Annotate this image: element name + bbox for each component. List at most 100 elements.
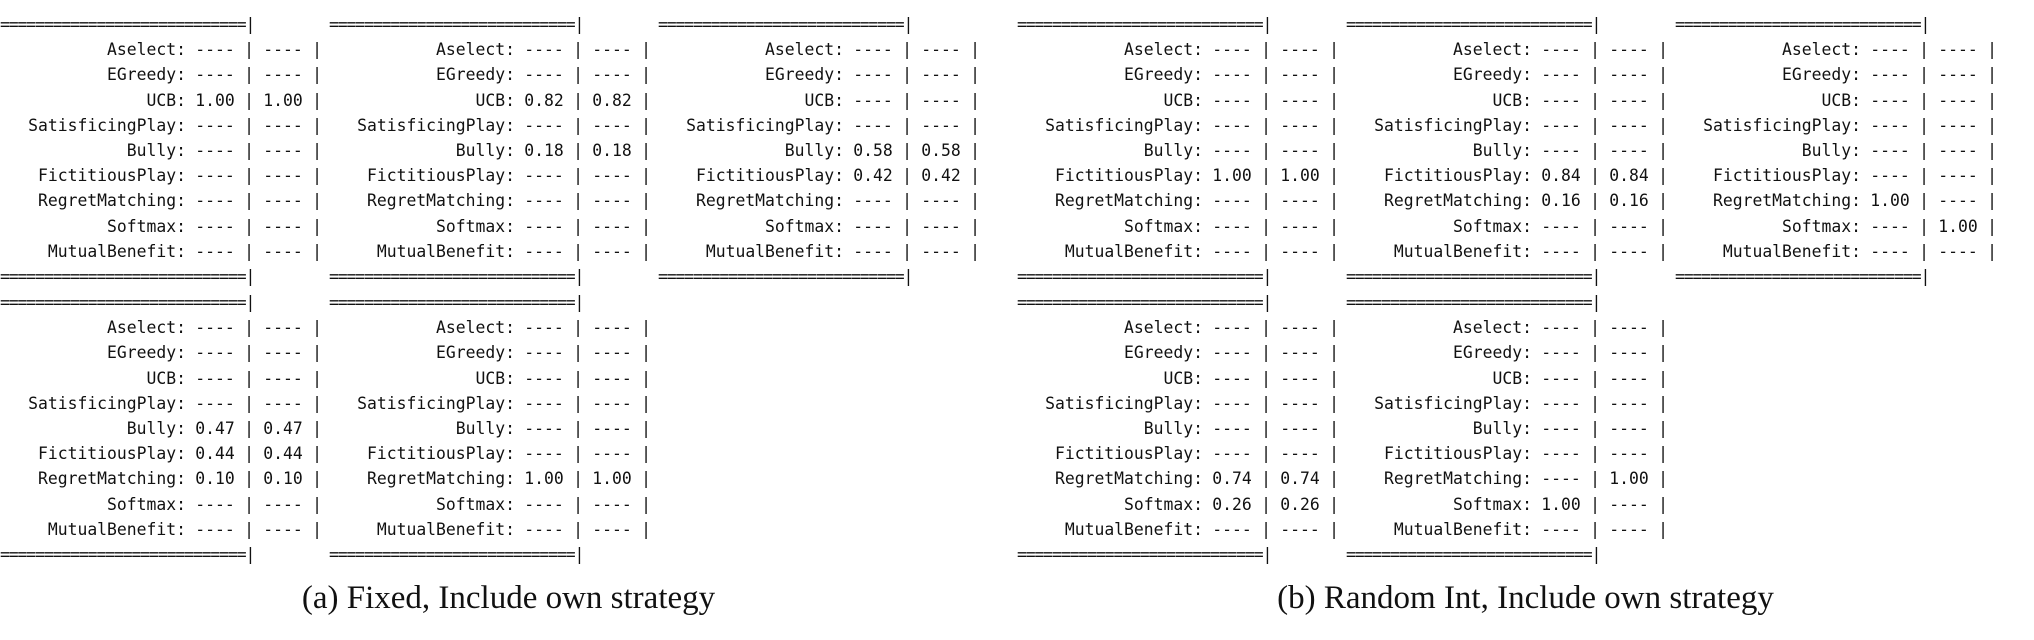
table-row: MutualBenefit: ---- | ---- |: [0, 517, 329, 542]
strategy-table: ============================| Aselect: ---…: [329, 12, 658, 289]
column-divider: |: [1658, 65, 1668, 85]
table-row: FictitiousPlay: 1.00 | 1.00 |: [1017, 163, 1346, 188]
value-cell: ----: [263, 519, 303, 539]
column-divider: |: [1919, 141, 1929, 161]
column-divider: |: [1590, 419, 1600, 439]
table-row: SatisficingPlay: ---- | ---- |: [329, 391, 658, 416]
column-divider: |: [970, 216, 980, 236]
strategy-name: EGreedy:: [1782, 65, 1861, 85]
value-cell: ----: [524, 318, 564, 338]
column-divider: |: [1658, 191, 1668, 211]
column-divider: |: [970, 166, 980, 186]
column-divider: |: [244, 444, 254, 464]
table-separator: ============================|: [1675, 267, 1930, 287]
strategy-name: FictitiousPlay:: [366, 444, 515, 464]
column-divider: |: [573, 469, 583, 489]
table-row: MutualBenefit: ---- | ---- |: [658, 239, 987, 264]
table-row: Bully: 0.47 | 0.47 |: [0, 416, 329, 441]
value-cell: ----: [1280, 393, 1320, 413]
column-divider: |: [1329, 444, 1339, 464]
column-divider: |: [312, 216, 322, 236]
value-cell: ----: [592, 393, 632, 413]
strategy-name: RegretMatching:: [37, 469, 186, 489]
table-separator: ============================|: [329, 293, 584, 312]
table-row: RegretMatching: ---- | ---- |: [0, 188, 329, 213]
value-cell: ----: [524, 241, 564, 261]
column-divider: |: [1658, 444, 1668, 464]
column-divider: |: [1987, 216, 1997, 236]
column-divider: |: [902, 241, 912, 261]
column-divider: |: [1658, 115, 1668, 135]
column-divider: |: [1987, 241, 1997, 261]
value-cell: ----: [1541, 393, 1581, 413]
value-cell: ----: [1212, 241, 1252, 261]
column-divider: |: [1261, 90, 1271, 110]
value-cell: ----: [1541, 469, 1581, 489]
strategy-name: RegretMatching:: [1054, 469, 1203, 489]
value-cell: ----: [1212, 419, 1252, 439]
value-cell: ----: [1280, 65, 1320, 85]
column-divider: |: [1658, 393, 1668, 413]
column-divider: |: [244, 469, 254, 489]
strategy-name: Bully:: [455, 419, 515, 439]
table-row: FictitiousPlay: ---- | ---- |: [1346, 441, 1675, 466]
value-cell: ----: [1280, 191, 1320, 211]
value-cell: ----: [524, 494, 564, 514]
column-divider: |: [1919, 216, 1929, 236]
value-cell: 1.00: [1870, 191, 1910, 211]
value-cell: ----: [1280, 141, 1320, 161]
column-divider: |: [1590, 65, 1600, 85]
table-row: MutualBenefit: ---- | ---- |: [1017, 239, 1346, 264]
strategy-name: EGreedy:: [1453, 65, 1532, 85]
value-cell: ----: [524, 40, 564, 60]
value-cell: ----: [524, 65, 564, 85]
column-divider: |: [641, 141, 651, 161]
column-divider: |: [312, 494, 322, 514]
strategy-name: SatisficingPlay:: [1374, 393, 1532, 413]
strategy-name: MutualBenefit:: [47, 241, 186, 261]
strategy-name: Bully:: [126, 141, 186, 161]
table-row: EGreedy: ---- | ---- |: [1346, 62, 1675, 87]
table-row: FictitiousPlay: 0.42 | 0.42 |: [658, 163, 987, 188]
column-divider: |: [1919, 241, 1929, 261]
strategy-name: MutualBenefit:: [1064, 241, 1203, 261]
value-cell: ----: [1212, 90, 1252, 110]
table-row: Softmax: 1.00 | ---- |: [1346, 492, 1675, 517]
column-divider: |: [1590, 115, 1600, 135]
table-row: RegretMatching: 1.00 | 1.00 |: [329, 466, 658, 491]
value-cell: ----: [921, 90, 961, 110]
column-divider: |: [1987, 115, 1997, 135]
table-row: Softmax: ---- | ---- |: [329, 492, 658, 517]
value-cell: 0.18: [524, 141, 564, 161]
column-divider: |: [1261, 216, 1271, 236]
value-cell: 0.42: [853, 166, 893, 186]
value-cell: ----: [1541, 40, 1581, 60]
strategy-name: UCB:: [1163, 368, 1203, 388]
strategy-name: UCB:: [1492, 90, 1532, 110]
table-row: Softmax: ---- | ---- |: [0, 492, 329, 517]
column-divider: |: [1590, 241, 1600, 261]
column-divider: |: [902, 65, 912, 85]
value-cell: 0.84: [1541, 166, 1581, 186]
value-cell: ----: [195, 494, 235, 514]
table-separator: ============================|: [0, 293, 255, 312]
column-divider: |: [312, 90, 322, 110]
column-divider: |: [641, 519, 651, 539]
strategy-name: MutualBenefit:: [1064, 519, 1203, 539]
strategy-name: SatisficingPlay:: [357, 115, 515, 135]
column-divider: |: [573, 166, 583, 186]
column-divider: |: [1590, 368, 1600, 388]
table-row: Bully: ---- | ---- |: [1346, 416, 1675, 441]
value-cell: ----: [853, 216, 893, 236]
value-cell: ----: [263, 166, 303, 186]
value-cell: ----: [921, 216, 961, 236]
strategy-name: EGreedy:: [436, 65, 515, 85]
value-cell: ----: [195, 65, 235, 85]
column-divider: |: [244, 216, 254, 236]
column-divider: |: [573, 141, 583, 161]
table-row-group: ============================| Aselect: ---…: [1017, 290, 1675, 567]
column-divider: |: [1329, 115, 1339, 135]
value-cell: ----: [853, 90, 893, 110]
value-cell: ----: [592, 65, 632, 85]
value-cell: ----: [524, 166, 564, 186]
